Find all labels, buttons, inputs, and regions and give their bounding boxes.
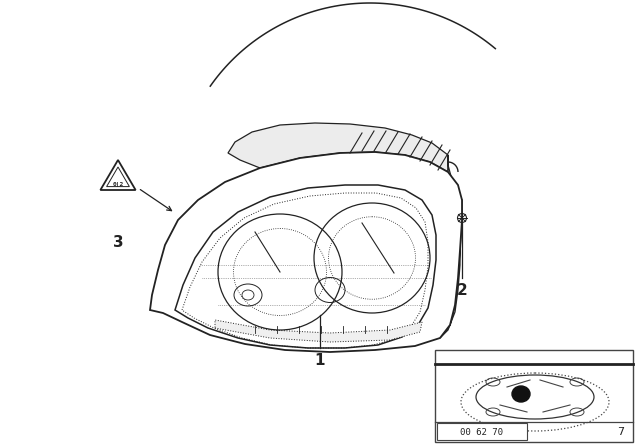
Polygon shape xyxy=(150,152,462,352)
Text: 2: 2 xyxy=(456,283,467,297)
Ellipse shape xyxy=(512,386,530,402)
Bar xyxy=(437,423,527,440)
Polygon shape xyxy=(440,155,462,338)
Text: 0|2: 0|2 xyxy=(113,181,124,186)
Text: 7: 7 xyxy=(618,427,625,437)
Polygon shape xyxy=(100,160,136,190)
Polygon shape xyxy=(215,320,422,342)
Polygon shape xyxy=(175,185,436,348)
Text: 3: 3 xyxy=(113,234,124,250)
Text: 00 62 70: 00 62 70 xyxy=(461,427,504,436)
Text: 1: 1 xyxy=(315,353,325,367)
Bar xyxy=(435,350,633,442)
Polygon shape xyxy=(228,123,448,172)
